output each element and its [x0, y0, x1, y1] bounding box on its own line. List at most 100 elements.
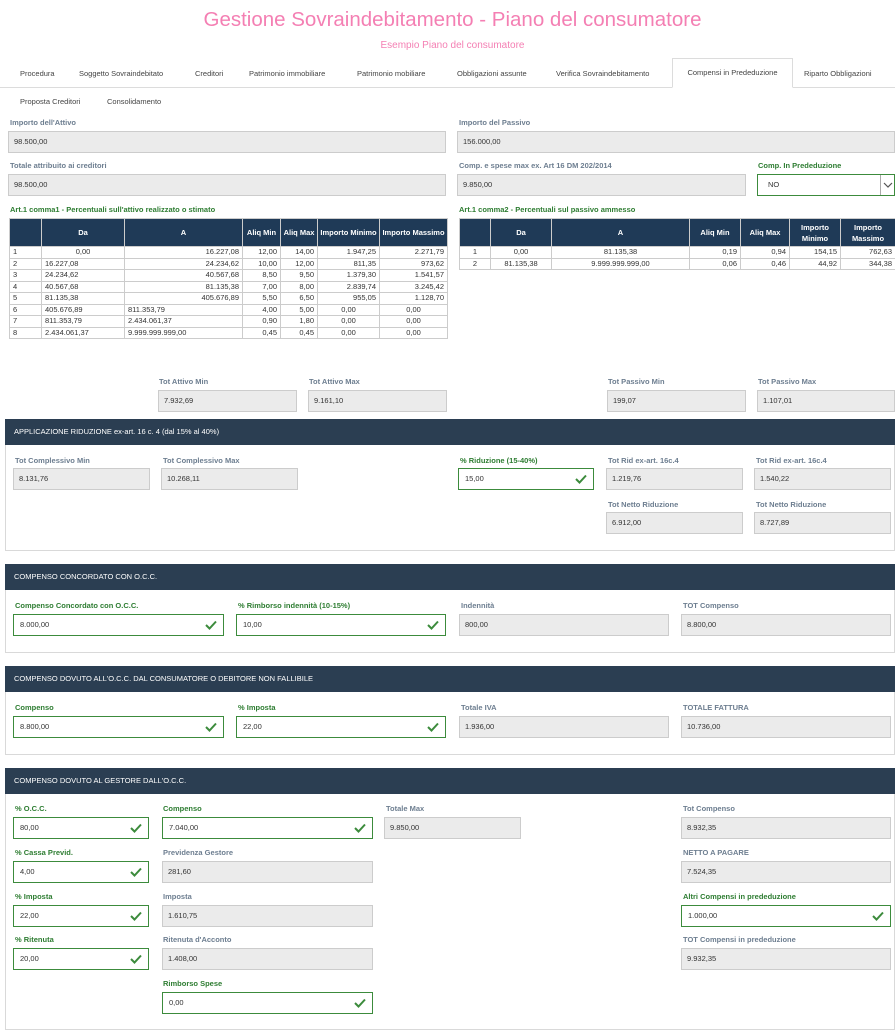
totale-creditori-label: Totale attribuito ai creditori	[10, 161, 107, 170]
table-cell: 2.271,79	[379, 246, 448, 259]
rimborso-indennita-input[interactable]: 10,00	[236, 614, 446, 636]
imposta-occ-input[interactable]: 22,00	[236, 716, 446, 738]
table-row[interactable]: 1 0,00 81.135,38 0,19 0,94 154,15 762,63	[459, 246, 895, 259]
imposta-occ-label: % Imposta	[238, 703, 276, 712]
table-row[interactable]: 8 2.434.061,37 9.999.999.999,00 0,45 0,45 0,0…	[9, 326, 448, 339]
cassa-previd-value: 4,00	[20, 867, 35, 876]
table-cell: 8,00	[280, 280, 318, 293]
rimborso-spese-value: 0,00	[169, 998, 184, 1007]
netto-min-label: Tot Netto Riduzione	[608, 500, 679, 509]
check-icon	[130, 911, 142, 921]
compenso-gestore-input[interactable]: 7.040,00	[162, 817, 373, 839]
check-icon	[575, 474, 587, 484]
table2-header: Importo Massimo	[840, 218, 895, 247]
totale-max-field: 9.850,00	[384, 817, 521, 839]
table1-header	[9, 218, 42, 247]
tot-rid-min-label: Tot Rid ex-art. 16c.4	[608, 456, 679, 465]
table2-header: A	[551, 218, 690, 247]
table-cell: 2.839,74	[317, 280, 380, 293]
tab-procedura[interactable]: Procedura	[20, 69, 55, 78]
perc-occ-label: % O.C.C.	[15, 804, 47, 813]
table-cell: 1.947,25	[317, 246, 380, 259]
table-row[interactable]: 1 0,00 16.227,08 12,00 14,00 1.947,25 2.271,79	[9, 246, 448, 259]
table-cell: 1,80	[280, 315, 318, 328]
table2-header	[459, 218, 491, 247]
ritenuta-value: 20,00	[20, 954, 39, 963]
table-cell: 0,00	[379, 303, 448, 316]
table-cell: 14,00	[280, 246, 318, 259]
altri-compensi-input[interactable]: 1.000,00	[681, 905, 891, 927]
compenso-concordato-input[interactable]: 8.000,00	[13, 614, 224, 636]
table-cell: 16.227,08	[124, 246, 243, 259]
table-cell: 1	[9, 246, 42, 259]
table-cell: 6,50	[280, 292, 318, 305]
tab-creditori[interactable]: Creditori	[195, 69, 224, 78]
table-cell: 811.353,79	[41, 315, 125, 328]
table-row[interactable]: 3 24.234,62 40.567,68 8,50 9,50 1.379,30 1.541…	[9, 269, 448, 282]
tab-proposta[interactable]: Proposta Creditori	[20, 97, 81, 106]
perc-riduzione-value: 15,00	[465, 474, 484, 483]
table2-header: Da	[490, 218, 552, 247]
tab-divider	[0, 87, 895, 88]
check-icon	[427, 620, 439, 630]
table-cell: 5,50	[242, 292, 281, 305]
tot-passivo-max-field: 1.107,01	[757, 390, 895, 412]
ritenuta-acconto-label: Ritenuta d'Acconto	[163, 935, 232, 944]
netto-max-field: 8.727,89	[754, 512, 891, 534]
table-row[interactable]: 6 405.676,89 811.353,79 4,00 5,00 0,00 0,00	[9, 303, 448, 316]
tot-compl-min-label: Tot Complessivo Min	[15, 456, 90, 465]
table-cell: 40.567,68	[41, 280, 125, 293]
table-cell: 12,00	[242, 246, 281, 259]
tot-attivo-max-label: Tot Attivo Max	[309, 377, 360, 386]
perc-riduzione-input[interactable]: 15,00	[458, 468, 594, 490]
table-cell: 154,15	[789, 246, 841, 259]
rimborso-spese-input[interactable]: 0,00	[162, 992, 373, 1014]
prededuzione-select[interactable]: NO	[757, 174, 895, 196]
cassa-previd-input[interactable]: 4,00	[13, 861, 149, 883]
table-cell: 4	[9, 280, 42, 293]
previdenza-gestore-field: 281,60	[162, 861, 373, 883]
table-cell: 44,92	[789, 257, 841, 270]
table-row[interactable]: 5 81.135,38 405.676,89 5,50 6,50 955,05 1.128,…	[9, 292, 448, 305]
totale-fattura-field: 10.736,00	[681, 716, 891, 738]
tab-riparto[interactable]: Riparto Obbligazioni	[804, 69, 872, 78]
table-cell: 0,00	[379, 315, 448, 328]
tab-verifica[interactable]: Verifica Sovraindebitamento	[556, 69, 650, 78]
perc-occ-input[interactable]: 80,00	[13, 817, 149, 839]
table-cell: 10,00	[242, 257, 281, 270]
table-cell: 0,00	[379, 326, 448, 339]
table-cell: 81.135,38	[490, 257, 552, 270]
table-row[interactable]: 7 811.353,79 2.434.061,37 0,90 1,80 0,00 0,00	[9, 315, 448, 328]
table-cell: 0,45	[280, 326, 318, 339]
tot-passivo-max-label: Tot Passivo Max	[758, 377, 817, 386]
table1-header: A	[124, 218, 243, 247]
imposta-gestore-input[interactable]: 22,00	[13, 905, 149, 927]
tab-compensi[interactable]: Compensi in Prededuzione	[672, 58, 793, 88]
table-cell: 1.541,57	[379, 269, 448, 282]
table-cell: 12,00	[280, 257, 318, 270]
tab-soggetto[interactable]: Soggetto Sovraindebitato	[79, 69, 164, 78]
tab-patrimonio-mobiliare[interactable]: Patrimonio mobiliare	[357, 69, 426, 78]
table-cell: 762,63	[840, 246, 895, 259]
table-cell: 2	[459, 257, 491, 270]
check-icon	[130, 823, 142, 833]
imposta-val-label: Imposta	[163, 892, 192, 901]
comp-spese-label: Comp. e spese max ex. Art 16 DM 202/2014	[459, 161, 612, 170]
table-cell: 0,00	[41, 246, 125, 259]
table-cell: 5,00	[280, 303, 318, 316]
table-cell: 2	[9, 257, 42, 270]
ritenuta-input[interactable]: 20,00	[13, 948, 149, 970]
table-cell: 9.999.999.999,00	[124, 326, 243, 339]
table-row[interactable]: 2 81.135,38 9.999.999.999,00 0,06 0,46 44,92 3…	[459, 257, 895, 270]
tab-consolidamento[interactable]: Consolidamento	[107, 97, 162, 106]
compenso-occ-label: Compenso	[15, 703, 54, 712]
table-row[interactable]: 2 16.227,08 24.234,62 10,00 12,00 811,35 973,6…	[9, 257, 448, 270]
compenso-occ-input[interactable]: 8.800,00	[13, 716, 224, 738]
tab-patrimonio-immobiliare[interactable]: Patrimonio immobiliare	[249, 69, 326, 78]
table1-header: Da	[41, 218, 125, 247]
table-row[interactable]: 4 40.567,68 81.135,38 7,00 8,00 2.839,74 3.245…	[9, 280, 448, 293]
tab-obbligazioni[interactable]: Obbligazioni assunte	[457, 69, 527, 78]
totale-max-label: Totale Max	[386, 804, 425, 813]
table-cell: 0,46	[740, 257, 790, 270]
imposta-gestore-value: 22,00	[20, 911, 39, 920]
